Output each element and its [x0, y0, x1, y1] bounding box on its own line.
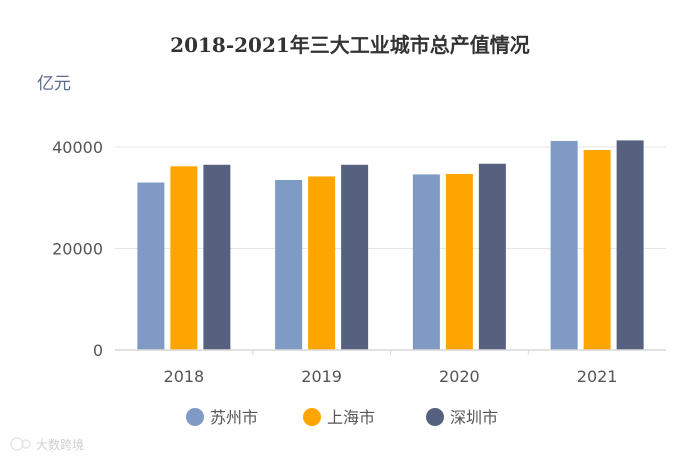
legend-marker — [186, 408, 204, 426]
y-tick-label: 20000 — [52, 240, 103, 259]
x-tick-label: 2019 — [301, 367, 342, 386]
legend-label: 深圳市 — [450, 408, 498, 427]
bar — [341, 164, 369, 350]
bar — [478, 163, 506, 350]
bar — [412, 174, 440, 350]
bar — [550, 140, 578, 350]
bar — [616, 140, 644, 350]
grid-layer — [115, 146, 666, 249]
legend: 苏州市 上海市 深圳市 — [186, 408, 498, 427]
axis-layer: 0 20000 40000 2018 2019 2020 2021 — [52, 138, 666, 386]
legend-item[interactable]: 苏州市 — [186, 408, 258, 427]
legend-label: 上海市 — [327, 408, 375, 427]
y-tick-label: 40000 — [52, 138, 103, 157]
bar — [203, 164, 231, 350]
legend-marker — [303, 408, 321, 426]
x-tick-label: 2020 — [439, 367, 480, 386]
watermark: 大数跨境 — [10, 437, 84, 452]
y-axis-unit: 亿元 — [37, 74, 71, 94]
bar — [137, 182, 165, 350]
bar — [275, 179, 303, 350]
bar — [445, 173, 473, 350]
legend-label: 苏州市 — [210, 408, 258, 427]
legend-item[interactable]: 上海市 — [303, 408, 375, 427]
watermark-logo-icon — [10, 437, 31, 451]
watermark-text: 大数跨境 — [36, 437, 84, 452]
x-tick-label: 2018 — [164, 367, 205, 386]
x-tick-label: 2021 — [577, 367, 618, 386]
bar — [170, 166, 198, 350]
legend-marker — [426, 408, 444, 426]
bar — [583, 150, 611, 350]
chart-title: 2018-2021年三大工业城市总产值情况 — [170, 33, 530, 57]
bar — [308, 176, 336, 350]
legend-item[interactable]: 深圳市 — [426, 408, 498, 427]
y-tick-label: 0 — [93, 341, 103, 360]
bar-layer — [137, 140, 644, 350]
